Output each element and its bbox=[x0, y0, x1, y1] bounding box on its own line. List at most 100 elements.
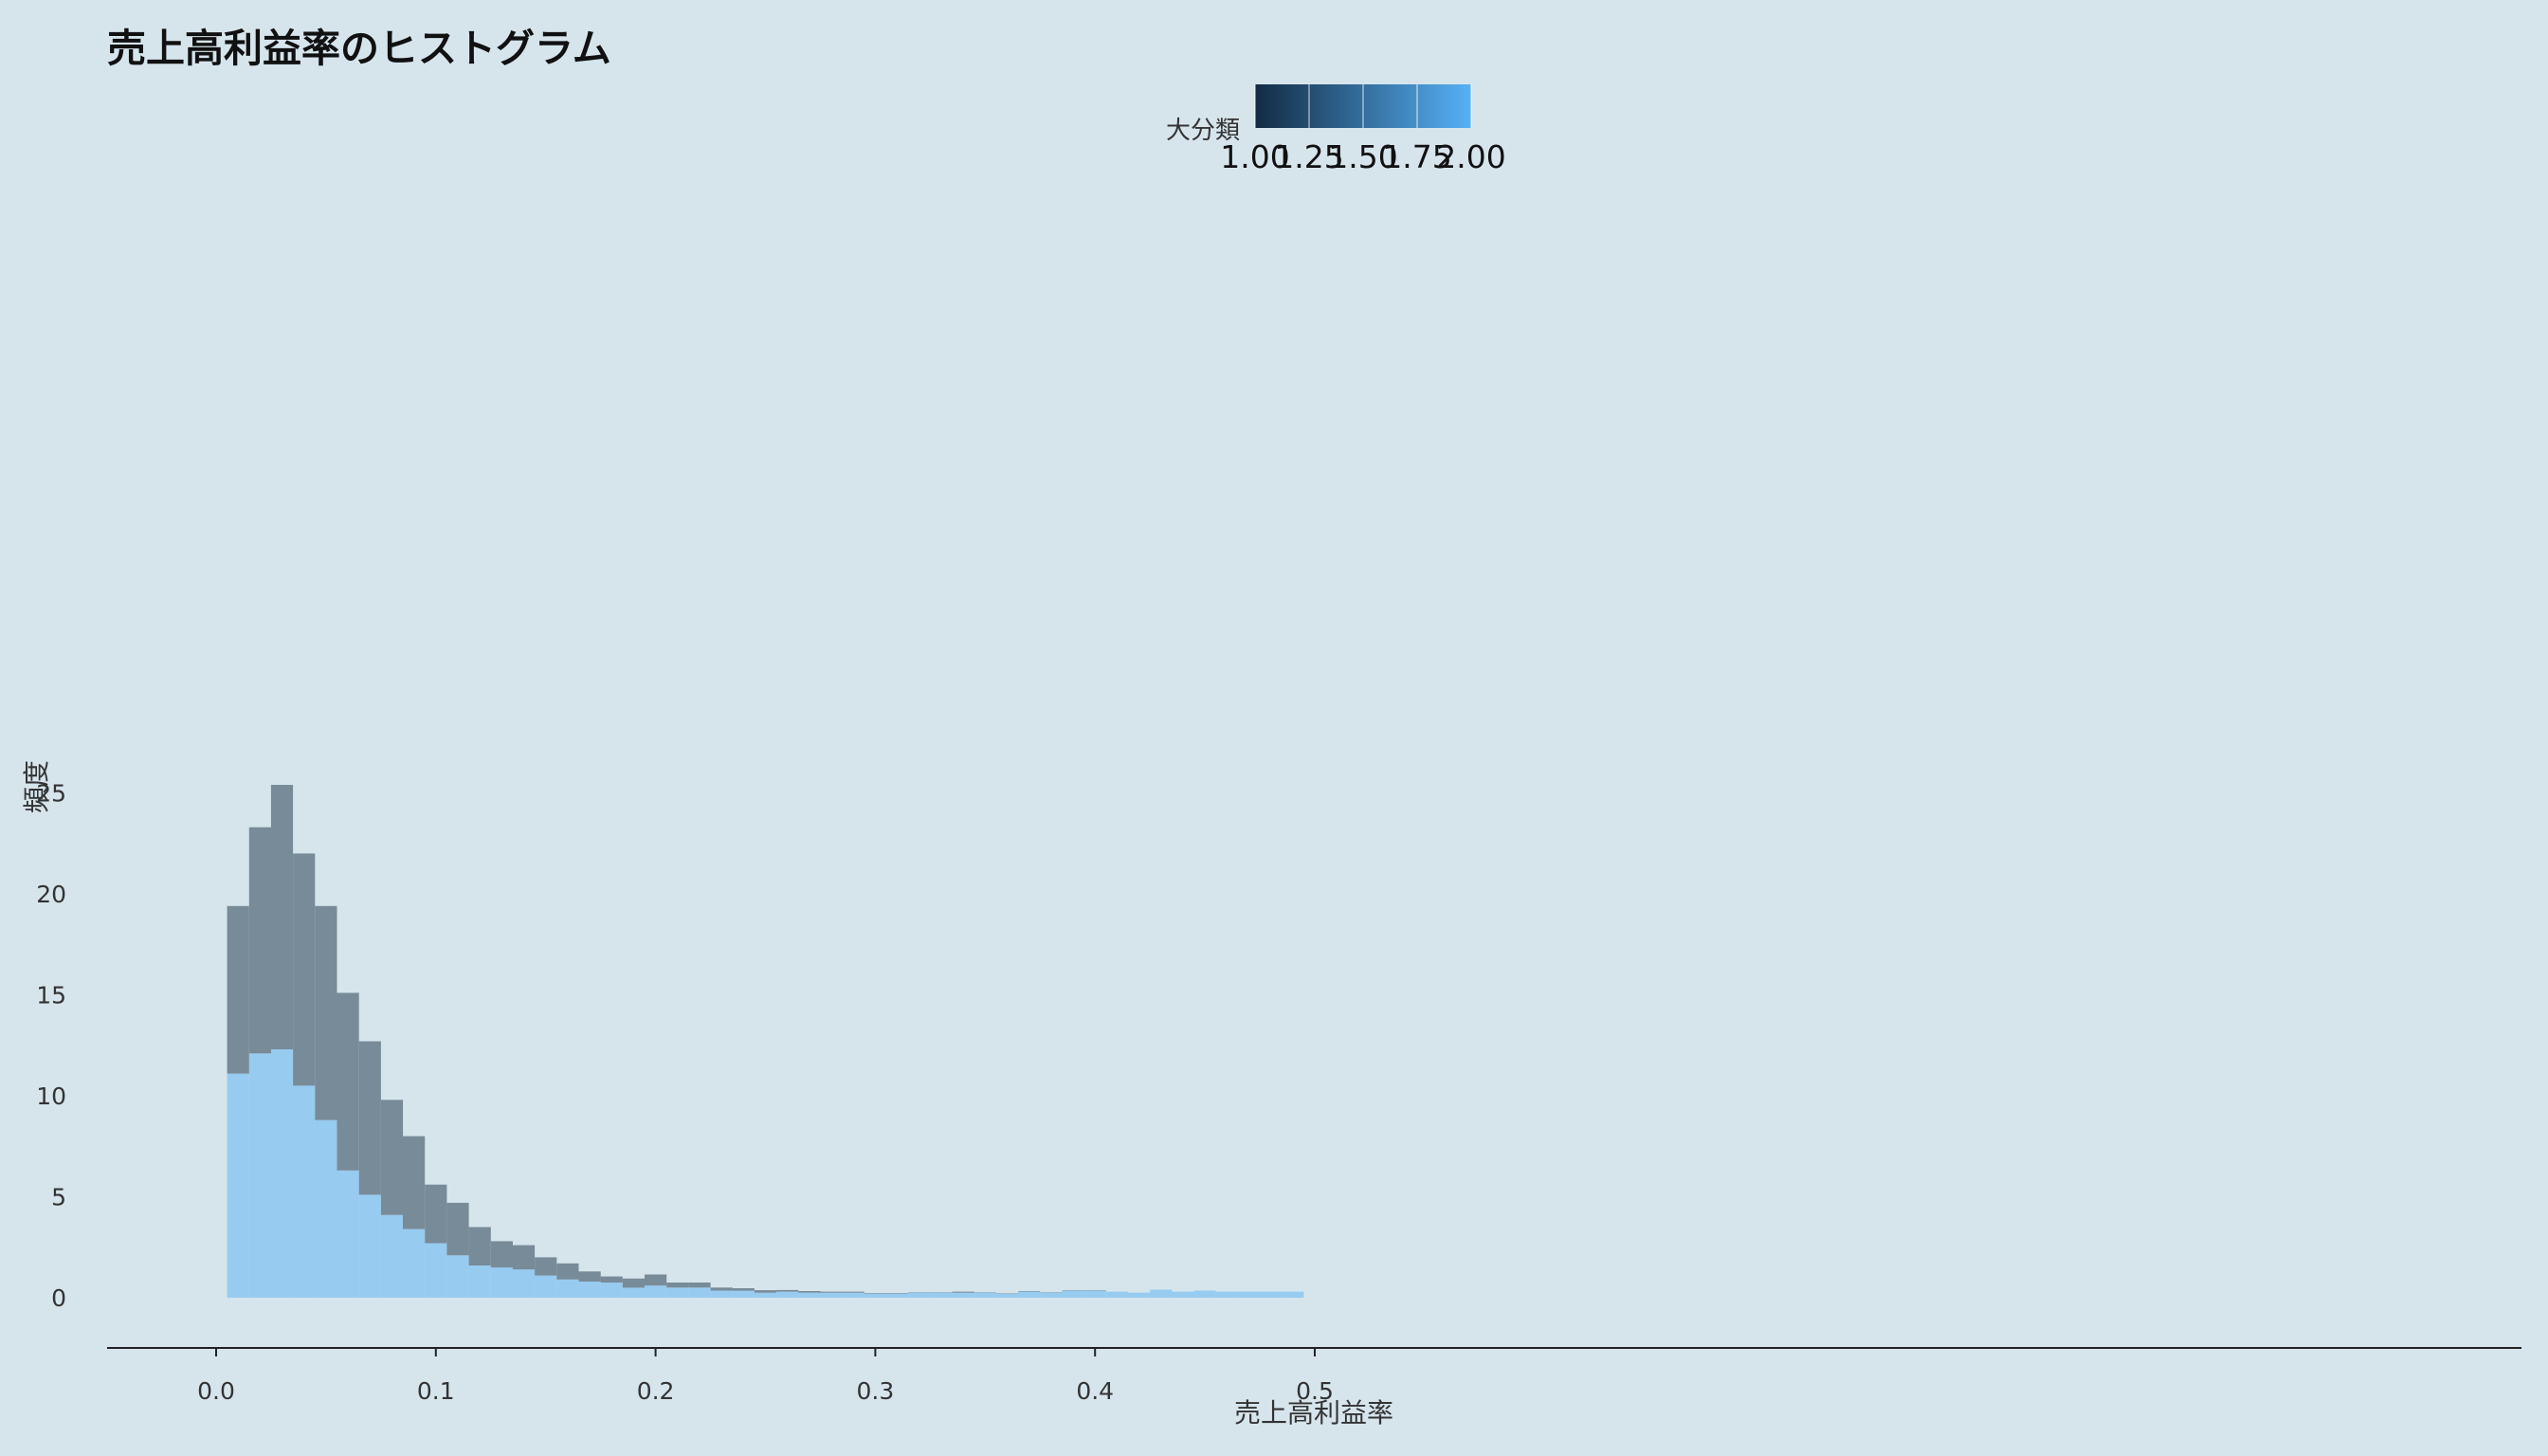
y-tick-label: 25 bbox=[36, 780, 66, 808]
legend-tick-label: 1.75 bbox=[1382, 138, 1451, 175]
histogram-bar-series-1 bbox=[248, 1053, 271, 1298]
histogram-bar-series-2 bbox=[512, 1245, 536, 1270]
histogram-bar-series-2 bbox=[248, 827, 271, 1054]
histogram-bar-series-1 bbox=[1172, 1291, 1194, 1298]
histogram-bar-series-1 bbox=[227, 1073, 249, 1298]
histogram-bar-series-1 bbox=[468, 1265, 491, 1298]
legend-tick-label: 1.25 bbox=[1274, 138, 1343, 175]
histogram-bar-series-2 bbox=[688, 1283, 711, 1288]
histogram-bar-series-1 bbox=[337, 1170, 359, 1298]
histogram-bar-series-1 bbox=[952, 1292, 974, 1298]
histogram-bar-series-1 bbox=[1062, 1290, 1084, 1298]
histogram-bar-series-1 bbox=[315, 1119, 337, 1298]
histogram-bar-series-1 bbox=[1083, 1290, 1106, 1298]
histogram-bar-series-1 bbox=[842, 1292, 864, 1298]
histogram-bar-series-1 bbox=[600, 1283, 623, 1298]
histogram-bar-series-2 bbox=[556, 1263, 579, 1280]
histogram-bar-series-1 bbox=[974, 1292, 996, 1298]
x-tick-label: 0.0 bbox=[197, 1377, 235, 1405]
histogram-bar-series-2 bbox=[293, 853, 316, 1086]
histogram-bar-series-1 bbox=[425, 1243, 447, 1298]
histogram-bar-series-2 bbox=[622, 1278, 645, 1288]
histogram-bar-series-1 bbox=[1193, 1290, 1216, 1298]
histogram-bar-series-2 bbox=[1018, 1291, 1041, 1292]
legend-tick-label: 1.00 bbox=[1220, 138, 1289, 175]
histogram-bar-series-2 bbox=[578, 1271, 601, 1282]
histogram-bar-series-2 bbox=[403, 1136, 426, 1229]
histogram-bar-series-1 bbox=[512, 1269, 536, 1298]
histogram-bar-series-1 bbox=[1237, 1291, 1261, 1298]
histogram-bar-series-1 bbox=[403, 1228, 426, 1298]
histogram-bar-series-1 bbox=[1215, 1291, 1238, 1298]
histogram-bar-series-1 bbox=[710, 1290, 733, 1298]
histogram-bar-series-2 bbox=[732, 1288, 755, 1291]
histogram-bar-series-1 bbox=[358, 1194, 381, 1298]
histogram-bar-series-2 bbox=[227, 905, 249, 1074]
histogram-bar-series-2 bbox=[337, 992, 359, 1171]
histogram-bar-series-1 bbox=[995, 1293, 1019, 1298]
histogram-bar-series-2 bbox=[315, 905, 337, 1120]
histogram-bar-series-2 bbox=[446, 1202, 469, 1256]
histogram-bar-series-1 bbox=[864, 1293, 886, 1298]
histogram-bar-series-1 bbox=[666, 1287, 689, 1298]
histogram-bar-series-2 bbox=[270, 785, 294, 1049]
histogram-bar-series-1 bbox=[446, 1255, 469, 1298]
histogram-bar-series-2 bbox=[754, 1290, 777, 1293]
y-tick-label: 5 bbox=[51, 1184, 66, 1211]
histogram-bar-series-2 bbox=[798, 1291, 821, 1293]
histogram-bar-series-1 bbox=[1282, 1291, 1304, 1298]
histogram-bar-series-2 bbox=[535, 1257, 557, 1276]
histogram-bar-series-1 bbox=[293, 1085, 316, 1298]
histogram-bar-series-2 bbox=[776, 1289, 799, 1292]
histogram-bar-series-2 bbox=[710, 1287, 733, 1291]
x-tick-label: 0.1 bbox=[417, 1377, 455, 1405]
histogram-bar-series-1 bbox=[270, 1049, 294, 1298]
histogram-bar-series-1 bbox=[380, 1214, 404, 1298]
y-axis-label: 頻度 bbox=[21, 760, 52, 813]
histogram-bar-series-2 bbox=[490, 1241, 513, 1268]
x-tick-label: 0.2 bbox=[637, 1377, 675, 1405]
y-tick-label: 20 bbox=[36, 881, 66, 908]
legend-title: 大分類 bbox=[1166, 117, 1240, 145]
chart-title: 売上高利益率のヒストグラム bbox=[107, 26, 611, 71]
histogram-bar-series-2 bbox=[820, 1291, 843, 1293]
histogram-bar-series-2 bbox=[864, 1293, 886, 1294]
histogram-bar-series-2 bbox=[468, 1227, 491, 1265]
y-tick-label: 0 bbox=[51, 1284, 66, 1312]
histogram-bar-series-1 bbox=[1105, 1291, 1128, 1298]
histogram-bar-series-1 bbox=[732, 1290, 755, 1298]
histogram-bar-series-2 bbox=[358, 1041, 381, 1195]
x-tick-label: 0.5 bbox=[1296, 1377, 1334, 1405]
histogram-bar-series-1 bbox=[490, 1267, 513, 1298]
legend-tick-label: 1.50 bbox=[1328, 138, 1397, 175]
histogram-bar-series-1 bbox=[1150, 1289, 1173, 1298]
histogram-bar-series-1 bbox=[556, 1279, 579, 1298]
legend-tick-label: 2.00 bbox=[1436, 138, 1505, 175]
histogram-bar-series-2 bbox=[666, 1283, 689, 1288]
y-tick-label: 10 bbox=[36, 1083, 66, 1110]
histogram-bar-series-2 bbox=[425, 1184, 447, 1244]
histogram-bar-series-1 bbox=[622, 1287, 645, 1298]
histogram-bar-series-1 bbox=[1040, 1292, 1063, 1298]
histogram-bar-series-2 bbox=[600, 1276, 623, 1283]
histogram-bar-series-2 bbox=[952, 1291, 974, 1293]
histogram-bar-series-1 bbox=[886, 1293, 909, 1298]
histogram-bars bbox=[227, 785, 1304, 1298]
histogram-bar-series-1 bbox=[776, 1291, 799, 1298]
y-axis-ticks: 0 5 10 15 20 25 bbox=[36, 780, 66, 1313]
histogram-bar-series-2 bbox=[886, 1293, 909, 1294]
x-axis-ticks: 0.0 0.1 0.2 0.3 0.4 0.5 bbox=[197, 1348, 1334, 1405]
histogram-bar-series-1 bbox=[930, 1292, 953, 1298]
histogram-bar-series-1 bbox=[578, 1282, 601, 1298]
histogram-bar-series-1 bbox=[688, 1287, 711, 1298]
legend: 大分類 1.001.251.501.752.00 bbox=[1166, 84, 1506, 175]
histogram-bar-series-1 bbox=[820, 1292, 843, 1298]
x-tick-label: 0.3 bbox=[857, 1377, 895, 1405]
histogram-bar-series-2 bbox=[380, 1100, 404, 1215]
histogram-bar-series-1 bbox=[645, 1285, 667, 1298]
histogram-bar-series-2 bbox=[842, 1291, 864, 1293]
legend-ticks: 1.001.251.501.752.00 bbox=[1220, 84, 1506, 175]
histogram-bar-series-1 bbox=[535, 1275, 557, 1298]
histogram-bar-series-1 bbox=[1018, 1291, 1041, 1298]
